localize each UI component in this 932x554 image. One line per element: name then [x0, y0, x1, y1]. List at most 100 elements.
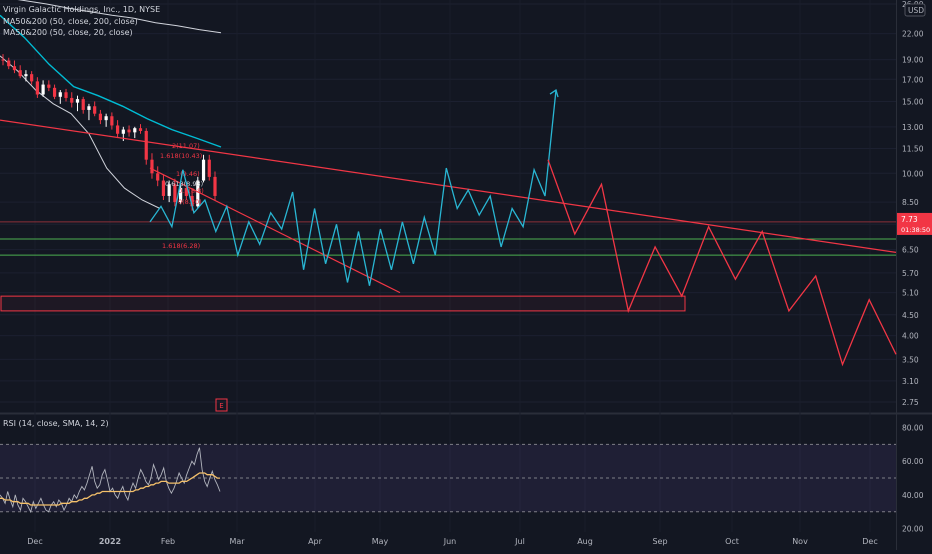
- time-tick-label: Dec: [862, 537, 877, 546]
- candle-body: [47, 84, 51, 88]
- earnings-marker-box: [215, 398, 228, 412]
- rsi-tick-label: 40.00: [902, 491, 924, 500]
- price-tick-label: 15.00: [902, 97, 924, 106]
- symbol-title: Virgin Galactic Holdings, Inc., 1D, NYSE: [3, 5, 161, 14]
- ma-legend-1[interactable]: MA50&200 (50, close, 200, close): [3, 17, 138, 26]
- price-tick-label: 13.00: [902, 123, 924, 132]
- price-tick-label: 2.75: [902, 398, 919, 407]
- time-tick-label: Jun: [443, 537, 457, 546]
- rsi-legend[interactable]: RSI (14, close, SMA, 14, 2): [3, 419, 109, 428]
- candle-body: [98, 113, 103, 121]
- candle-body: [12, 66, 17, 71]
- fib-level-label: 1(9.46): [176, 170, 200, 178]
- channel-trendline: [149, 167, 401, 294]
- bullish-projection-path: [149, 89, 557, 286]
- bearish-projection-path: [547, 159, 897, 367]
- candle-body: [1, 59, 5, 61]
- price-tick-label: 8.50: [902, 198, 919, 207]
- candle-body: [201, 159, 206, 181]
- candle-body: [190, 195, 194, 207]
- ma-legend-1-label: MA50&200 (50, close, 200, close): [3, 17, 138, 26]
- candle-body: [70, 97, 74, 103]
- candle-body: [179, 188, 183, 203]
- moving-average-line: [17, 0, 222, 34]
- candle-body: [30, 74, 34, 82]
- candle-body: [104, 116, 108, 121]
- candle-body: [41, 84, 45, 95]
- rsi-pane: [0, 443, 896, 514]
- time-tick-label: 2022: [99, 537, 121, 546]
- candle-body: [110, 116, 114, 126]
- candle-body: [58, 92, 62, 97]
- fib-level-label: 0.618(8.93): [165, 180, 203, 188]
- earnings-marker: E: [219, 402, 223, 410]
- time-tick-label: Mar: [229, 537, 245, 546]
- price-tick-label: 19.00: [902, 56, 924, 65]
- last-price-value: 7.73: [901, 215, 918, 224]
- candle-body: [7, 60, 11, 67]
- currency-label: USD: [908, 6, 924, 15]
- time-tick-label: Jul: [514, 537, 525, 546]
- fib-level-label: 1.618(10.43): [160, 152, 202, 160]
- candle-body: [156, 173, 160, 181]
- candle-body: [138, 128, 143, 131]
- price-tick-label: 5.70: [902, 269, 919, 278]
- time-tick-label: Aug: [577, 537, 593, 546]
- rsi-tick-label: 80.00: [902, 423, 924, 432]
- time-tick-label: May: [372, 537, 389, 546]
- time-tick-label: Nov: [792, 537, 808, 546]
- price-tick-label: 4.00: [902, 332, 919, 341]
- candle-body: [81, 99, 85, 110]
- candle-body: [64, 92, 68, 98]
- candle-body: [167, 184, 171, 196]
- candle-body: [173, 184, 177, 203]
- rsi-tick-label: 20.00: [902, 525, 924, 534]
- price-tick-label: 3.50: [902, 355, 919, 364]
- time-tick-label: Oct: [725, 537, 739, 546]
- candle-body: [127, 129, 131, 133]
- candle-body: [93, 106, 97, 114]
- currency-box: [904, 3, 926, 17]
- candle-body: [24, 74, 28, 77]
- fib-level-label: 0(8.20): [178, 198, 202, 206]
- rsi-sma-line: [0, 472, 220, 506]
- price-tick-label: 5.10: [902, 289, 919, 298]
- candle-body: [115, 125, 120, 134]
- candle-body: [121, 129, 125, 134]
- axes: 2.753.103.504.004.505.105.706.507.508.50…: [27, 0, 932, 546]
- candle-body: [18, 70, 22, 77]
- price-tick-label: 6.50: [902, 246, 919, 255]
- candle-body: [184, 188, 188, 196]
- candle-body: [144, 130, 148, 160]
- candle-body: [207, 159, 211, 177]
- time-tick-label: Dec: [27, 537, 42, 546]
- price-tick-label: 4.50: [902, 311, 919, 320]
- candle-body: [133, 128, 137, 133]
- symbol-legend[interactable]: Virgin Galactic Holdings, Inc., 1D, NYSE: [3, 5, 160, 14]
- bar-countdown: 01:38:50: [901, 226, 930, 234]
- time-tick-label: Feb: [161, 537, 175, 546]
- last-price-badge: [897, 212, 932, 235]
- price-tick-label: 11.50: [902, 145, 924, 154]
- moving-average-line: [0, 14, 222, 148]
- candle-body: [196, 180, 200, 207]
- candle-body: [213, 176, 217, 196]
- price-tick-label: 3.10: [902, 377, 919, 386]
- rsi-legend-label: RSI (14, close, SMA, 14, 2): [3, 419, 109, 428]
- candle-body: [87, 106, 91, 110]
- candle-body: [75, 99, 80, 103]
- fib-level-label: 0.5(8.8): [178, 187, 204, 195]
- ma-legend-2-label: MA50&200 (50, close, 20, close): [3, 28, 133, 37]
- time-tick-label: Sep: [652, 537, 667, 546]
- projection-arrowhead: [549, 88, 559, 98]
- moving-average-line: [0, 55, 161, 209]
- price-tick-label: 22.00: [902, 30, 924, 39]
- rsi-tick-label: 60.00: [902, 457, 924, 466]
- descending-trendline: [0, 119, 897, 253]
- time-tick-label: Apr: [308, 537, 323, 546]
- ma-legend-2[interactable]: MA50&200 (50, close, 20, close): [3, 28, 133, 37]
- candle-body: [52, 87, 57, 97]
- price-tick-label: 17.00: [902, 75, 924, 84]
